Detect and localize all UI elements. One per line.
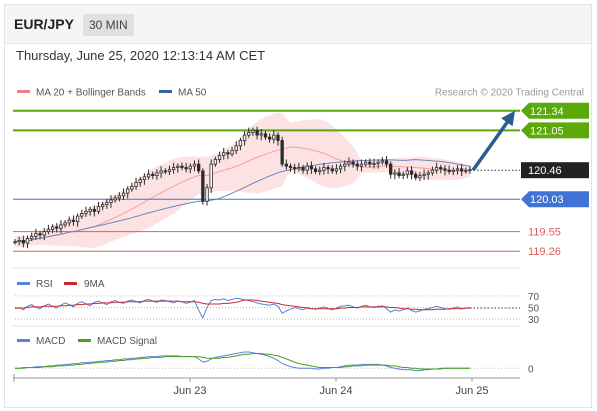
chart-widget: EUR/JPY 30 MIN Thursday, June 25, 2020 1…: [4, 4, 592, 408]
timestamp: Thursday, June 25, 2020 12:13:14 AM CET: [16, 48, 266, 63]
chart-header-bar: EUR/JPY 30 MIN: [5, 5, 591, 44]
symbol-label: EUR/JPY: [14, 16, 74, 32]
timeframe-button[interactable]: 30 MIN: [83, 14, 134, 36]
